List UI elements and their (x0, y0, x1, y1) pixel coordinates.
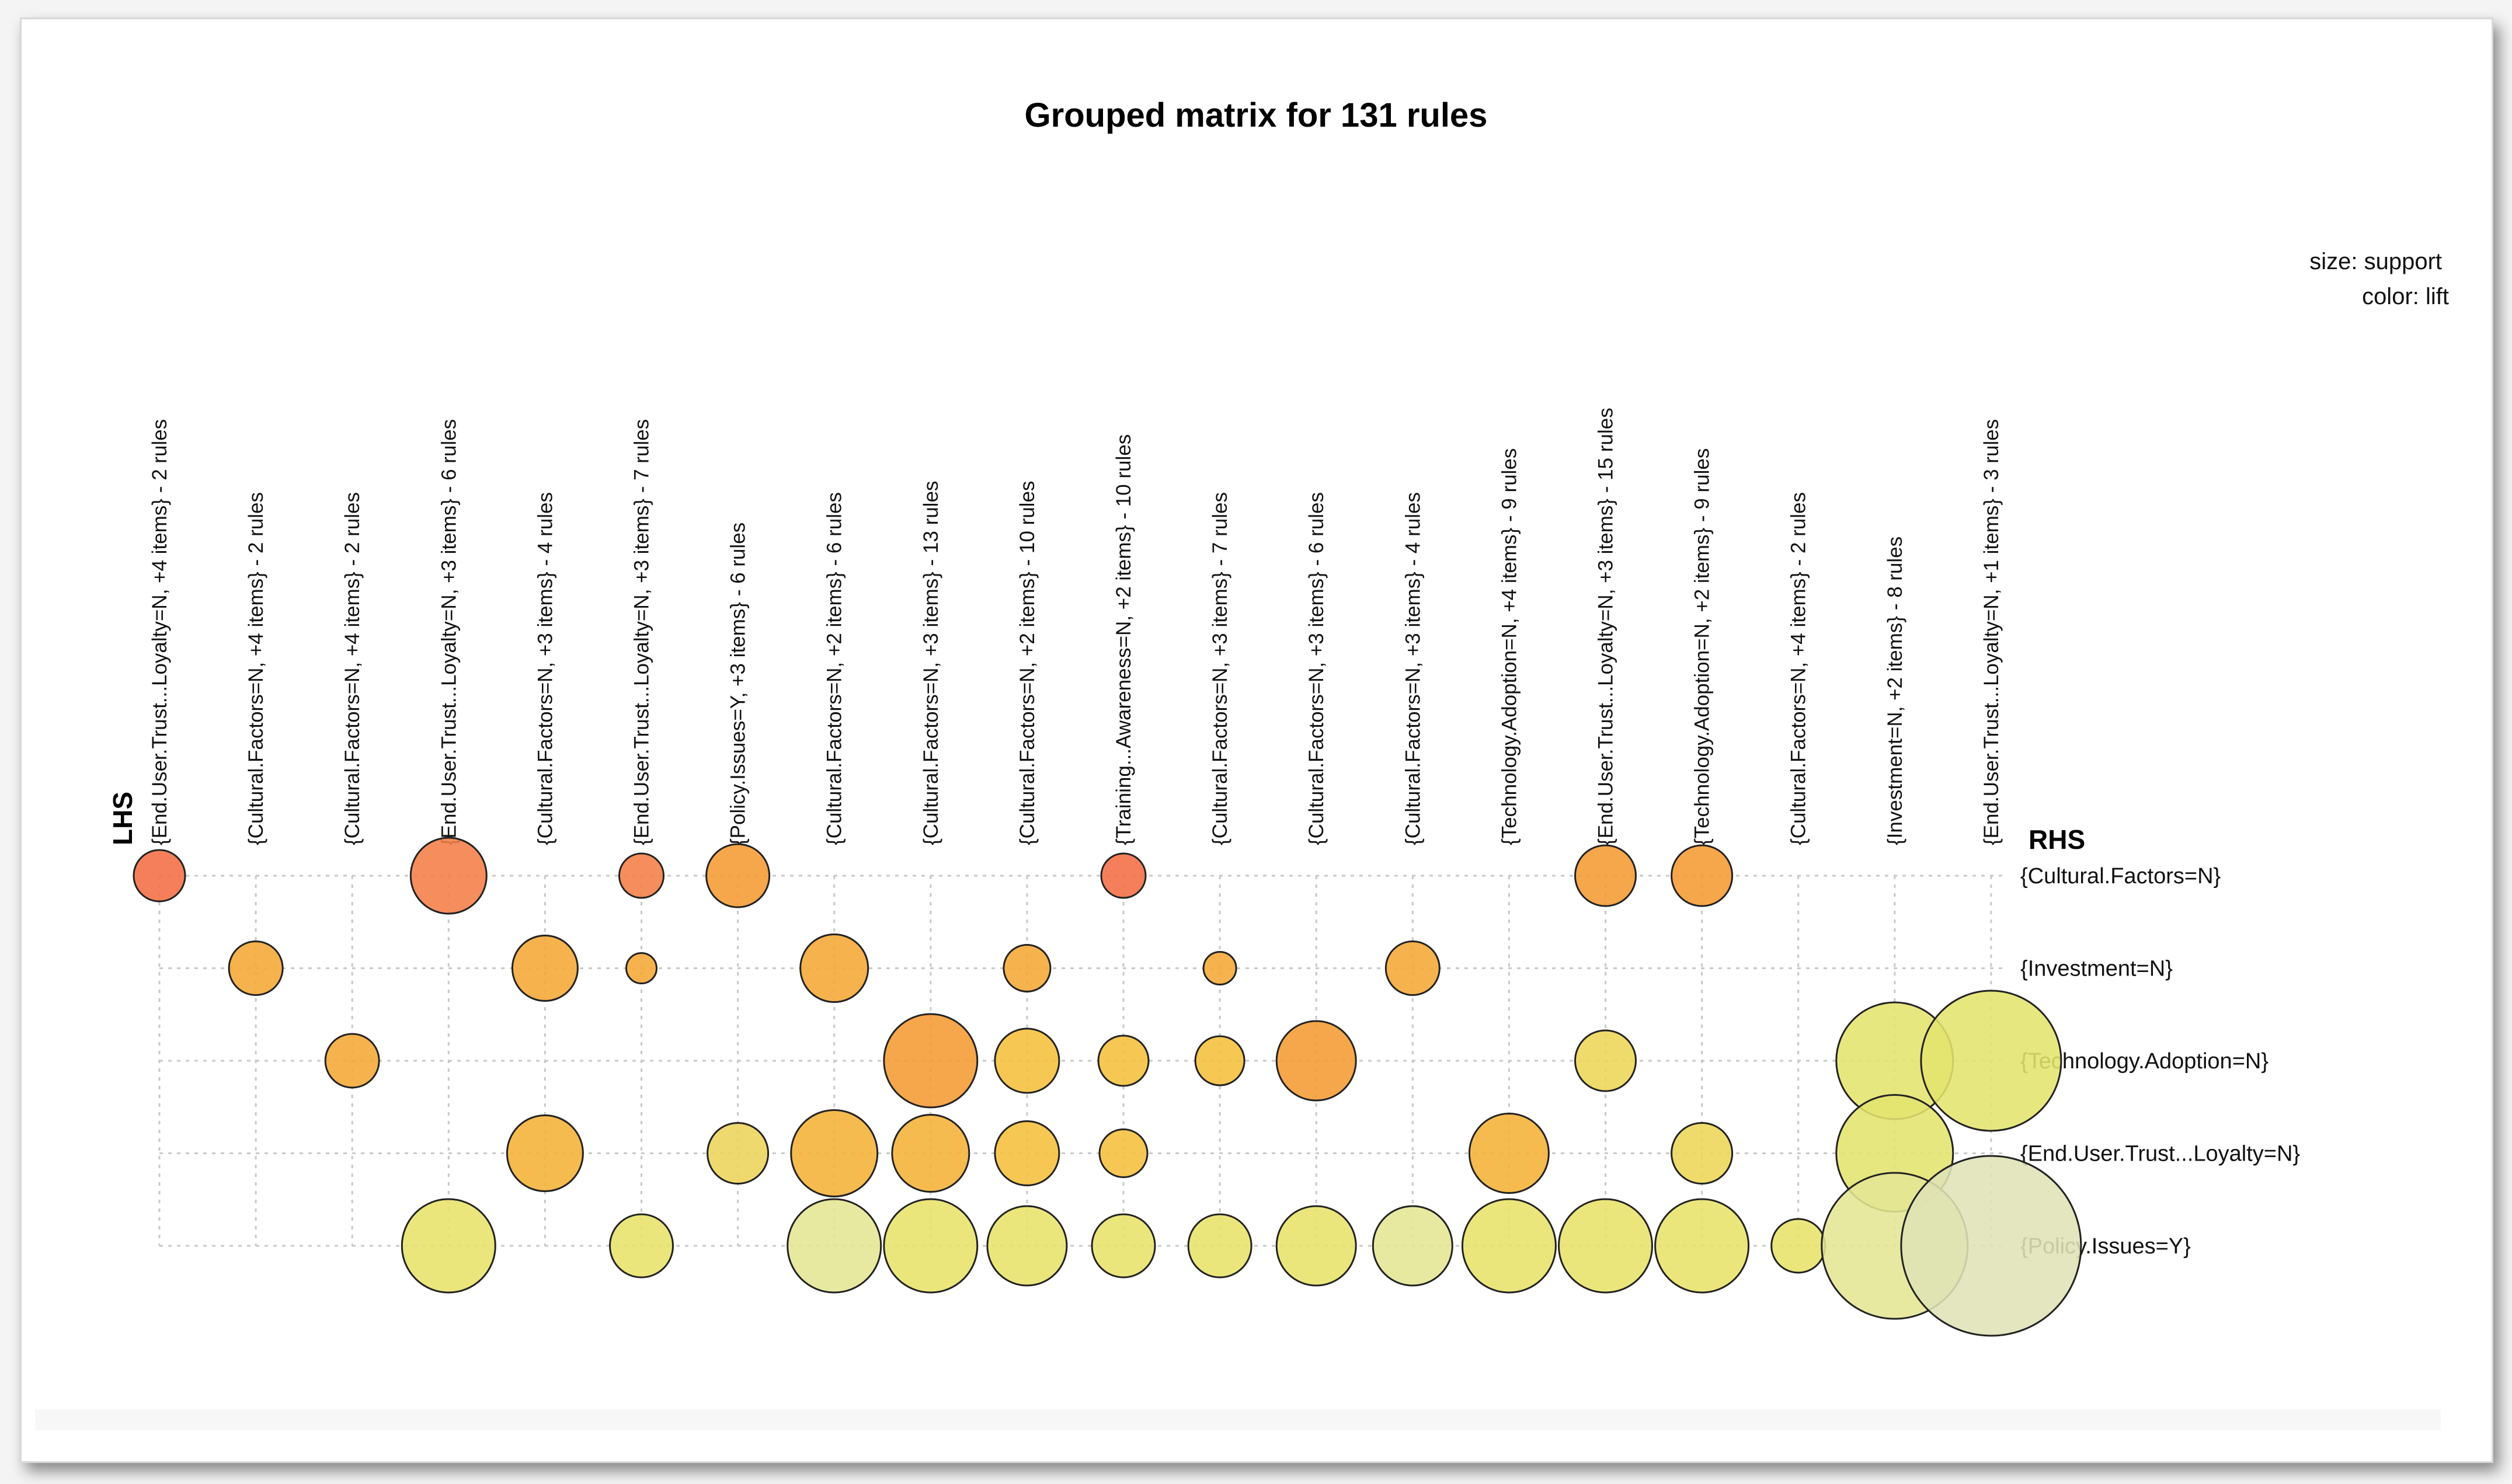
chart-title: Grouped matrix for 131 rules (1025, 96, 1488, 134)
rhs-item-labels: {Cultural.Factors=N}{Investment=N}{Techn… (2020, 864, 2300, 1259)
lhs-group-label: {End.User.Trust...Loyalty=N, +4 items} -… (148, 419, 171, 845)
lhs-group-label: {Technology.Adoption=N, +4 items} - 9 ru… (1498, 448, 1521, 845)
rule-bubble (511, 935, 579, 1002)
lhs-group-label: {Cultural.Factors=N, +3 items} - 6 rules (1305, 492, 1328, 845)
legend-color-label: color: lift (2362, 284, 2449, 309)
lhs-group-label: {Cultural.Factors=N, +4 items} - 2 rules (341, 492, 364, 845)
rule-bubble (790, 1109, 879, 1197)
rule-bubble (618, 852, 664, 899)
lhs-group-label: {Cultural.Factors=N, +2 items} - 6 rules (823, 492, 846, 845)
rule-bubble (799, 933, 869, 1003)
rule-bubble (994, 1120, 1060, 1186)
legend-size-label: size: support (2309, 249, 2442, 274)
rule-bubble (401, 1198, 496, 1294)
lhs-group-label: {Cultural.Factors=N, +3 items} - 4 rules (534, 492, 556, 845)
rule-bubble (1558, 1198, 1653, 1294)
rule-bubble (787, 1198, 882, 1294)
rule-bubble (1275, 1020, 1357, 1102)
rule-bubble (1187, 1213, 1252, 1279)
rule-bubble (1202, 951, 1237, 985)
rule-bubble (705, 843, 771, 908)
rule-bubble (1671, 1122, 1734, 1185)
lhs-group-label: {Training...Awareness=N, +2 items} - 10 … (1112, 434, 1135, 845)
rule-bubble (1194, 1035, 1245, 1086)
lhs-group-label: {Investment=N, +2 items} - 8 rules (1884, 537, 1906, 845)
rule-bubble (324, 1033, 380, 1089)
lhs-group-label: {Cultural.Factors=N, +3 items} - 4 rules (1401, 492, 1424, 845)
rhs-item-label: {End.User.Trust...Loyalty=N} (2020, 1142, 2300, 1166)
lhs-group-label: {Cultural.Factors=N, +3 items} - 7 rules (1209, 492, 1231, 845)
lhs-group-label: {End.User.Trust...Loyalty=N, +1 items} -… (1980, 419, 2003, 845)
lhs-group-label: {Cultural.Factors=N, +4 items} - 2 rules (1787, 492, 1810, 845)
lhs-group-label: {End.User.Trust...Loyalty=N, +3 items} -… (631, 419, 653, 845)
rule-bubble (986, 1205, 1068, 1287)
lhs-group-label: {Policy.Issues=Y, +3 items} - 6 rules (727, 522, 750, 845)
lhs-group-label: {Technology.Adoption=N, +2 items} - 9 ru… (1691, 448, 1714, 845)
bubble-layer (133, 837, 2082, 1337)
rule-bubble (1098, 1128, 1149, 1178)
rule-bubble (1372, 1205, 1453, 1287)
lhs-group-label: {Cultural.Factors=N, +4 items} - 2 rules (245, 492, 267, 845)
grid-layer (158, 875, 2004, 1247)
rule-bubble (1097, 1034, 1150, 1087)
rule-bubble (228, 940, 284, 996)
rule-bubble (1091, 1213, 1156, 1279)
rule-bubble (1900, 1155, 2082, 1337)
lhs-axis-title: LHS (107, 792, 138, 845)
lhs-group-labels: {End.User.Trust...Loyalty=N, +4 items} -… (148, 407, 2003, 845)
rule-bubble (1574, 844, 1637, 907)
rule-bubble (1654, 1198, 1750, 1294)
rule-bubble (707, 1122, 770, 1185)
lhs-group-label: {End.User.Trust...Loyalty=N, +3 items} -… (437, 419, 460, 845)
rule-bubble (1468, 1113, 1550, 1194)
rule-bubble (625, 952, 657, 984)
rule-bubble (506, 1114, 584, 1192)
rhs-item-label: {Cultural.Factors=N} (2020, 864, 2221, 889)
rule-bubble (1920, 990, 2062, 1132)
rule-bubble (883, 1198, 979, 1294)
lhs-group-label: {End.User.Trust...Loyalty=N, +3 items} -… (1595, 407, 1617, 845)
rhs-axis-title: RHS (2029, 824, 2085, 855)
frame-footer-strip (35, 1409, 2441, 1430)
rule-bubble (1275, 1205, 1357, 1287)
rhs-item-label: {Investment=N} (2020, 957, 2173, 981)
rule-bubble (609, 1213, 674, 1279)
rule-bubble (409, 837, 488, 915)
rule-bubble (883, 1013, 979, 1109)
rule-bubble (1671, 844, 1734, 907)
rule-bubble (891, 1114, 970, 1193)
rule-bubble (1100, 852, 1147, 899)
rule-bubble (1770, 1218, 1826, 1274)
lhs-group-label: {Cultural.Factors=N, +3 items} - 13 rule… (920, 481, 942, 845)
rule-bubble (994, 1027, 1060, 1094)
rule-bubble (1003, 944, 1052, 992)
rule-bubble (1384, 940, 1441, 996)
rule-bubble (1461, 1198, 1557, 1294)
lhs-group-label: {Cultural.Factors=N, +2 items} - 10 rule… (1016, 481, 1039, 845)
rule-bubble (1574, 1029, 1637, 1092)
rule-bubble (133, 849, 186, 903)
